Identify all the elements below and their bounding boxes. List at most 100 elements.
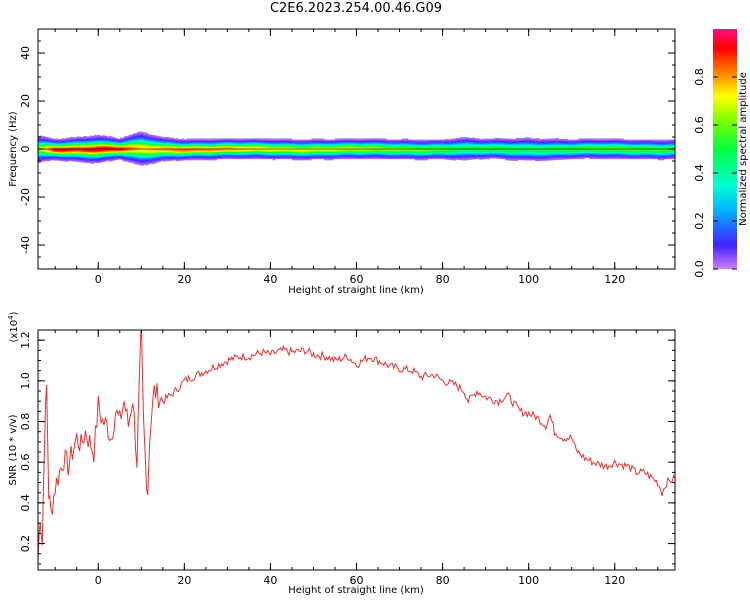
heatmap-cell — [132, 139, 136, 141]
heatmap-cell — [455, 153, 458, 155]
heatmap-cell — [124, 160, 127, 162]
heatmap-cell — [294, 145, 297, 148]
heatmap-cell — [380, 145, 383, 148]
heatmap-cell — [136, 133, 140, 135]
heatmap-cell — [197, 155, 200, 157]
heatmap-cell — [272, 140, 276, 143]
heatmap-cell — [520, 143, 523, 145]
heatmap-cell — [427, 157, 430, 160]
heatmap-cell — [266, 150, 269, 152]
heatmap-cell — [44, 139, 47, 141]
heatmap-cell — [619, 152, 622, 155]
heatmap-cell — [139, 141, 142, 143]
heatmap-cell — [384, 152, 387, 155]
heatmap-cell — [136, 142, 140, 145]
heatmap-cell — [608, 144, 611, 146]
heatmap-cell — [287, 155, 291, 157]
heatmap-cell — [124, 136, 127, 138]
heatmap-cell — [279, 143, 282, 145]
heatmap-cell — [307, 149, 310, 151]
heatmap-cell — [352, 144, 355, 146]
heatmap-cell — [113, 145, 116, 148]
heatmap-cell — [608, 155, 611, 157]
heatmap-cell — [425, 154, 428, 156]
heatmap-cell — [289, 156, 293, 158]
heatmap-cell — [444, 154, 448, 156]
heatmap-cell — [470, 150, 474, 153]
heatmap-cell — [240, 139, 243, 142]
heatmap-cell — [145, 139, 149, 142]
heatmap-cell — [584, 149, 588, 151]
heatmap-cell — [162, 152, 166, 155]
heatmap-cell — [40, 149, 43, 152]
heatmap-cell — [291, 143, 295, 145]
heatmap-cell — [100, 145, 103, 147]
heatmap-cell — [554, 144, 557, 146]
heatmap-cell — [93, 144, 97, 147]
heatmap-cell — [149, 135, 153, 138]
heatmap-cell — [235, 144, 239, 146]
heatmap-cell — [227, 145, 230, 148]
heatmap-cell — [175, 156, 179, 158]
heatmap-cell — [354, 139, 357, 142]
heatmap-cell — [378, 144, 381, 146]
heatmap-cell — [474, 144, 478, 146]
heatmap-cell — [550, 156, 553, 158]
heatmap-cell — [259, 152, 263, 155]
heatmap-cell — [311, 151, 314, 154]
heatmap-cell — [233, 145, 237, 148]
heatmap-cell — [313, 144, 316, 146]
heatmap-cell — [556, 138, 560, 140]
heatmap-cell — [128, 155, 131, 157]
heatmap-cell — [141, 155, 144, 158]
heatmap-cell — [63, 143, 67, 145]
heatmap-cell — [68, 153, 71, 155]
heatmap-cell — [380, 150, 383, 152]
heatmap-cell — [272, 143, 276, 145]
heatmap-cell — [96, 151, 99, 154]
heatmap-cell — [328, 144, 331, 146]
heatmap-cell — [360, 154, 364, 156]
heatmap-cell — [192, 157, 196, 160]
heatmap-cell — [550, 146, 553, 149]
heatmap-cell — [147, 143, 151, 146]
heatmap-cell — [350, 149, 353, 151]
heatmap-cell — [40, 140, 43, 142]
heatmap-cell — [586, 140, 590, 143]
heatmap-cell — [98, 135, 101, 137]
heatmap-cell — [117, 141, 121, 143]
heatmap-cell — [40, 160, 43, 163]
heatmap-cell — [253, 143, 256, 145]
heatmap-cell — [139, 153, 142, 155]
heatmap-cell — [425, 152, 428, 155]
heatmap-cell — [522, 141, 525, 144]
heatmap-cell — [584, 150, 588, 152]
heatmap-cell — [61, 141, 65, 144]
heatmap-cell — [300, 152, 303, 155]
heatmap-cell — [281, 145, 284, 148]
heatmap-cell — [115, 154, 118, 157]
heatmap-cell — [582, 154, 585, 156]
heatmap-cell — [520, 146, 523, 149]
heatmap-cell — [160, 139, 164, 141]
heatmap-cell — [201, 149, 205, 151]
heatmap-cell — [597, 152, 600, 155]
heatmap-cell — [96, 139, 99, 142]
heatmap-cell — [255, 138, 258, 140]
heatmap-cell — [515, 139, 519, 141]
heatmap-cell — [307, 143, 310, 145]
heatmap-cell — [459, 138, 463, 140]
heatmap-cell — [554, 150, 557, 152]
heatmap-cell — [225, 138, 228, 140]
heatmap-cell — [149, 140, 153, 143]
heatmap-cell — [182, 142, 185, 144]
heatmap-cell — [584, 156, 588, 158]
heatmap-cell — [147, 160, 151, 163]
heatmap-cell — [158, 144, 161, 147]
heatmap-cell — [623, 142, 626, 144]
heatmap-cell — [50, 153, 54, 156]
heatmap-cell — [152, 137, 155, 139]
heatmap-cell — [576, 149, 579, 151]
heatmap-cell — [537, 139, 540, 141]
heatmap-cell — [145, 154, 149, 156]
